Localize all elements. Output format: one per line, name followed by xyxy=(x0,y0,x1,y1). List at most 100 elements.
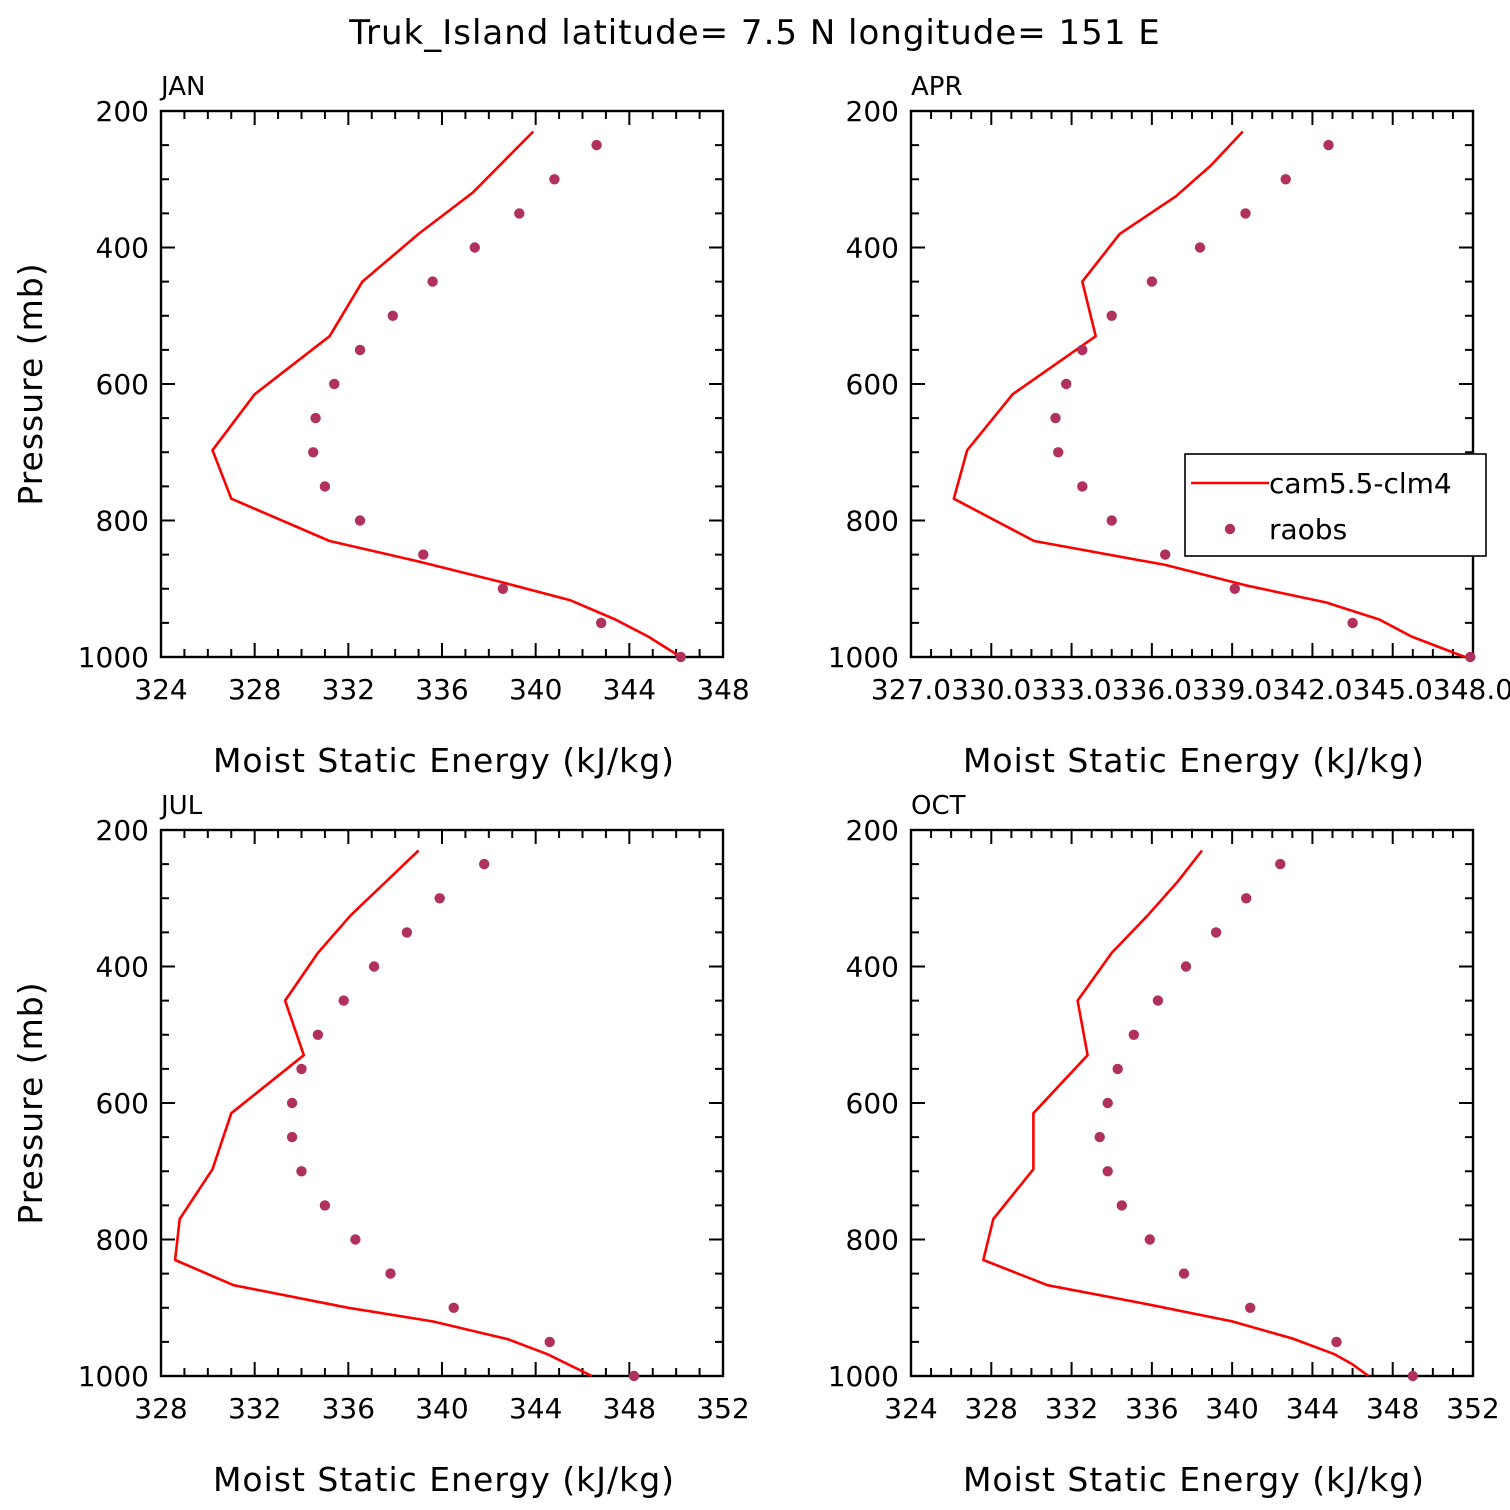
y-tick-label: 400 xyxy=(846,232,899,265)
x-tick-label: 340 xyxy=(1205,1392,1258,1425)
obs-point xyxy=(354,515,366,526)
obs-point xyxy=(310,412,321,424)
y-tick-label: 400 xyxy=(96,232,149,265)
x-tick-label: 352 xyxy=(696,1392,749,1425)
obs-point xyxy=(387,310,398,321)
obs-point xyxy=(1128,1029,1140,1041)
x-tick-label: 348 xyxy=(696,673,749,706)
obs-point xyxy=(286,1131,298,1143)
obs-point xyxy=(319,481,331,492)
obs-point xyxy=(1241,893,1252,904)
obs-point xyxy=(1053,447,1064,458)
obs-point xyxy=(628,1370,640,1382)
y-tick-label: 200 xyxy=(846,814,899,847)
x-axis-label: Moist Static Energy (kJ/kg) xyxy=(963,1460,1425,1499)
obs-point xyxy=(469,242,480,253)
y-axis-label: Pressure (mb) xyxy=(11,981,50,1224)
x-tick-label: 327.0 xyxy=(871,673,951,706)
obs-point xyxy=(1077,481,1088,492)
obs-point xyxy=(675,651,686,663)
obs-point xyxy=(434,893,445,904)
x-axis-label: Moist Static Energy (kJ/kg) xyxy=(213,1460,675,1499)
y-tick-label: 400 xyxy=(846,951,899,984)
obs-point xyxy=(1050,412,1061,424)
y-tick-label: 200 xyxy=(96,814,149,847)
x-tick-label: 328 xyxy=(228,673,281,706)
obs-point xyxy=(1465,651,1476,663)
obs-point xyxy=(1240,208,1251,219)
x-tick-label: 348 xyxy=(1366,1392,1419,1425)
panel-title: JUL xyxy=(159,791,203,821)
x-axis-label: Moist Static Energy (kJ/kg) xyxy=(213,741,675,780)
x-tick-label: 344 xyxy=(603,673,656,706)
obs-point xyxy=(1323,139,1334,151)
y-tick-label: 1000 xyxy=(828,641,899,674)
y-tick-label: 1000 xyxy=(78,641,149,674)
obs-point xyxy=(514,208,525,219)
obs-point xyxy=(418,549,429,560)
legend-box xyxy=(1184,453,1487,557)
x-tick-label: 340 xyxy=(415,1392,468,1425)
x-tick-label: 333.0 xyxy=(1031,673,1111,706)
x-tick-label: 332 xyxy=(1045,1392,1098,1425)
x-tick-label: 328 xyxy=(965,1392,1018,1425)
obs-point xyxy=(385,1268,396,1279)
model-series-line xyxy=(211,130,682,659)
obs-point xyxy=(1112,1063,1123,1075)
panel-title: OCT xyxy=(911,791,966,821)
obs-point xyxy=(1245,1302,1256,1314)
x-tick-label: 324 xyxy=(134,673,187,706)
x-tick-label: 336 xyxy=(322,1392,375,1425)
y-tick-label: 800 xyxy=(846,505,899,538)
obs-point xyxy=(401,927,413,938)
obs-point xyxy=(549,174,560,185)
obs-point xyxy=(1152,995,1164,1006)
obs-point xyxy=(1180,961,1192,972)
obs-point xyxy=(286,1097,298,1109)
x-tick-label: 336.0 xyxy=(1112,673,1192,706)
model-series-line xyxy=(981,849,1370,1378)
obs-point xyxy=(1106,310,1117,321)
obs-point xyxy=(479,858,490,870)
y-tick-label: 800 xyxy=(846,1224,899,1257)
obs-point xyxy=(329,378,340,390)
x-tick-label: 348 xyxy=(603,1392,656,1425)
panel-title: JAN xyxy=(159,72,205,102)
obs-point xyxy=(591,139,602,151)
y-tick-label: 600 xyxy=(846,1087,899,1120)
plot-frame xyxy=(909,828,1475,1378)
obs-point xyxy=(319,1200,331,1211)
y-tick-label: 200 xyxy=(96,95,149,128)
obs-point xyxy=(1178,1268,1190,1279)
obs-point xyxy=(1106,515,1117,526)
obs-point xyxy=(1331,1336,1342,1348)
obs-point xyxy=(1146,276,1158,287)
y-tick-label: 600 xyxy=(96,368,149,401)
x-tick-label: 336 xyxy=(1125,1392,1178,1425)
x-tick-label: 336 xyxy=(415,673,468,706)
panel-title: APR xyxy=(911,72,963,102)
legend: cam5.5-clm4 raobs xyxy=(1184,453,1487,557)
x-tick-label: 339.0 xyxy=(1192,673,1272,706)
obs-point xyxy=(1094,1131,1105,1143)
x-tick-label: 324 xyxy=(884,1392,937,1425)
obs-point xyxy=(1102,1097,1113,1109)
y-tick-label: 800 xyxy=(96,505,149,538)
figure-title: Truk_Island latitude= 7.5 N longitude= 1… xyxy=(348,13,1161,53)
x-tick-label: 340 xyxy=(509,673,562,706)
obs-point xyxy=(1229,583,1241,594)
obs-point xyxy=(1077,344,1088,356)
x-tick-label: 352 xyxy=(1446,1392,1499,1425)
obs-point xyxy=(448,1302,459,1314)
model-series-line xyxy=(952,130,1466,659)
x-tick-label: 345.0 xyxy=(1353,673,1433,706)
legend-dot-swatch xyxy=(1224,523,1236,535)
x-tick-label: 328 xyxy=(134,1392,187,1425)
obs-point xyxy=(596,617,607,629)
legend-model-label: cam5.5-clm4 xyxy=(1269,467,1452,500)
obs-point xyxy=(1144,1234,1156,1245)
obs-point xyxy=(350,1234,361,1245)
